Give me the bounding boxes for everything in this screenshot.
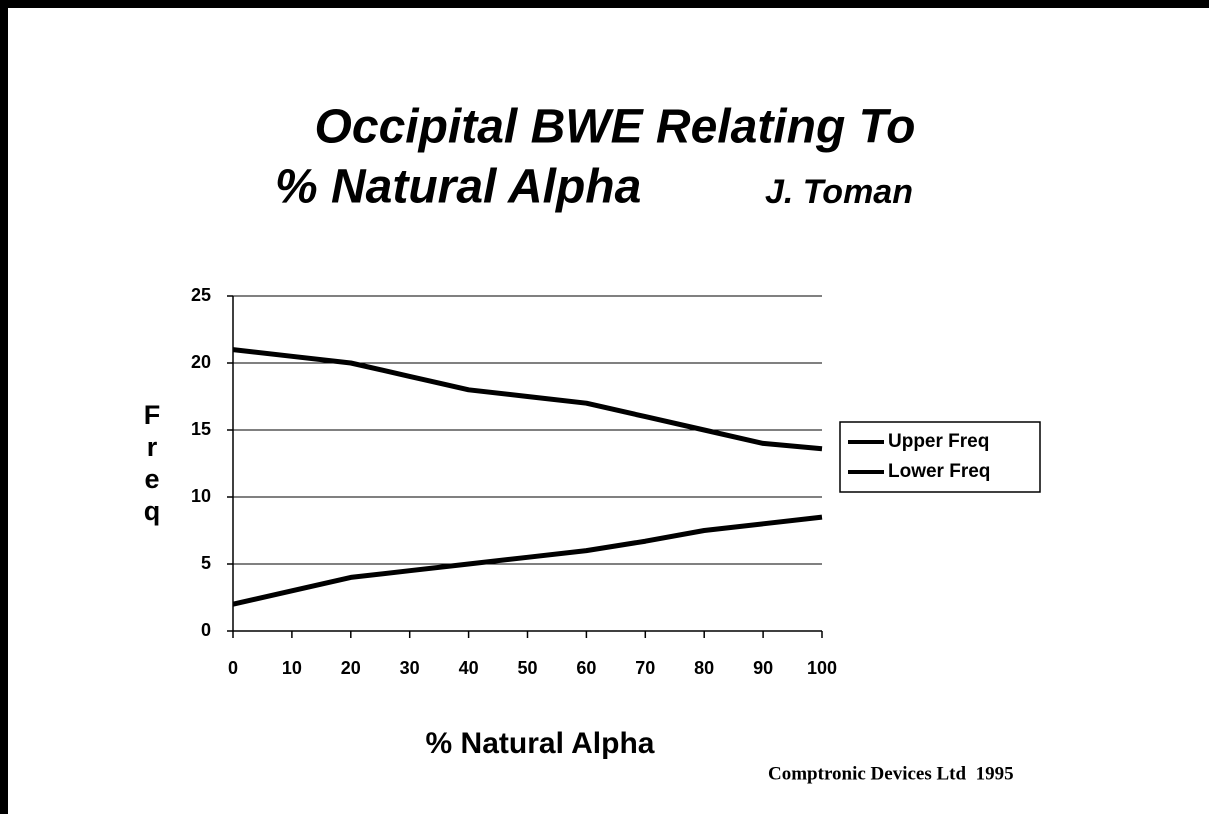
x-tick-label: 90	[753, 658, 773, 678]
y-axis-label: Freq	[137, 400, 167, 528]
chart-subtitle: % Natural Alpha	[275, 161, 641, 214]
x-axis-label: % Natural Alpha	[426, 727, 655, 760]
x-tick-label: 60	[576, 658, 596, 678]
y-tick-label: 5	[201, 553, 211, 573]
y-tick-label: 25	[191, 285, 211, 305]
y-tick-label: 0	[201, 620, 211, 640]
series-line	[232, 347, 823, 452]
series-line	[232, 514, 823, 607]
author: J. Toman	[765, 173, 913, 211]
footer: Comptronic Devices Ltd 1995	[768, 763, 1014, 784]
x-tick-label: 0	[228, 658, 238, 678]
legend-box	[839, 421, 1041, 493]
y-tick-label: 10	[191, 486, 211, 506]
x-tick-label: 10	[282, 658, 302, 678]
y-tick-label: 15	[191, 419, 211, 439]
x-tick-label: 30	[400, 658, 420, 678]
legend-label: Upper Freq	[888, 431, 989, 452]
x-tick-label: 40	[459, 658, 479, 678]
x-tick-label: 100	[807, 658, 837, 678]
chart-title: Occipital BWE Relating To	[315, 101, 916, 154]
border-left	[0, 0, 8, 814]
y-tick-label: 20	[191, 352, 211, 372]
x-tick-label: 50	[517, 658, 537, 678]
x-tick-label: 20	[341, 658, 361, 678]
x-tick-label: 70	[635, 658, 655, 678]
border-top	[0, 0, 1209, 8]
legend-label: Lower Freq	[888, 461, 990, 482]
x-tick-label: 80	[694, 658, 714, 678]
